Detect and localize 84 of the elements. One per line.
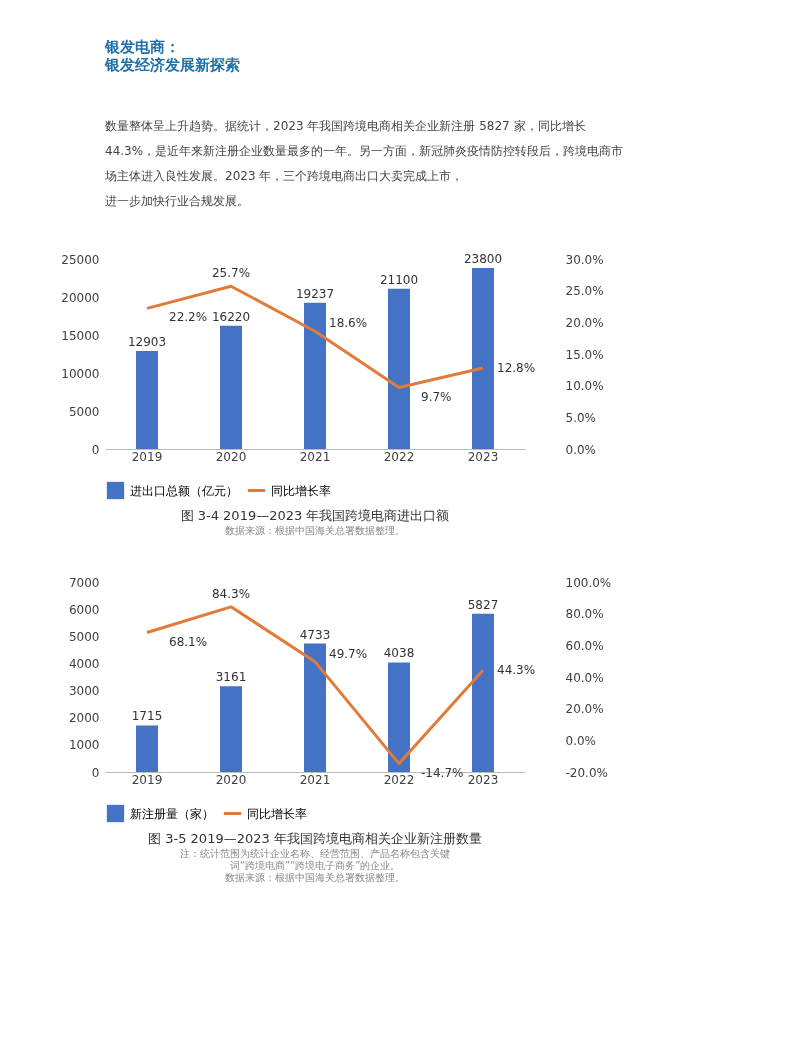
data-label: 1715 xyxy=(131,709,163,724)
data-label: 12903 xyxy=(127,334,167,349)
bar xyxy=(220,325,242,449)
y2-tick-label: 40.0% xyxy=(565,670,604,685)
x-tick-label: 2023 xyxy=(467,772,499,787)
y-tick-label: 3000 xyxy=(68,684,100,699)
y-tick-label: 15000 xyxy=(61,328,100,343)
source-note: 数据来源：根据中国海关总署数据整理。 xyxy=(225,525,405,536)
y2-tick-label: 20.0% xyxy=(565,702,604,717)
y2-tick-label: 30.0% xyxy=(565,252,604,267)
text: 进一步加快行业合规发展。 xyxy=(105,193,249,208)
text: 场主体进入良性发展。2023 年，三个跨境电商出口大卖完成上市， xyxy=(104,168,464,183)
x-tick-label: 2022 xyxy=(383,449,415,464)
y2-tick-label: 0.0% xyxy=(565,733,596,748)
text: 44.3%，是近年来新注册企业数量最多的一年。另一方面，新冠肺炎疫情防控转段后，跨境电商市 xyxy=(105,143,624,158)
x-tick-label: 2019 xyxy=(131,772,163,787)
y2-tick-label: 20.0% xyxy=(565,315,604,330)
legend-label: 同比增长率 xyxy=(247,806,307,821)
y-tick-label: 20000 xyxy=(61,290,100,305)
y-tick-label: 0 xyxy=(91,765,100,780)
y2-tick-label: 100.0% xyxy=(565,575,612,590)
data-label: 44.3% xyxy=(497,663,536,678)
bar xyxy=(220,686,242,772)
y2-tick-label: 10.0% xyxy=(565,379,604,394)
bar xyxy=(304,643,326,772)
x-tick-label: 2023 xyxy=(467,449,499,464)
y2-tick-label: 0.0% xyxy=(565,442,596,457)
y-tick-label: 4000 xyxy=(68,656,100,671)
text: 图 3-5 2019—2023 年我国跨境电商相关企业新注册数量 xyxy=(148,831,482,846)
bar xyxy=(472,613,494,772)
x-tick-label: 2021 xyxy=(299,772,331,787)
y-tick-label: 5000 xyxy=(68,629,100,644)
data-label: 18.6% xyxy=(329,316,368,331)
bar xyxy=(304,302,326,449)
x-tick-label: 2022 xyxy=(383,772,415,787)
data-label: 16220 xyxy=(211,309,251,324)
y-tick-label: 2000 xyxy=(68,711,100,726)
data-label: 9.7% xyxy=(421,389,452,404)
text: 图 3-4 2019—2023 年我国跨境电商进出口额 xyxy=(180,508,450,523)
x-tick-label: 2021 xyxy=(299,449,331,464)
data-label: 4038 xyxy=(383,646,415,661)
text: 注：统计范围为统计企业名称、经营范围、产品名称包含关键 xyxy=(180,848,450,859)
y-tick-label: 6000 xyxy=(68,602,100,617)
legend-label: 进出口总额（亿元） xyxy=(130,483,238,498)
data-label: 23800 xyxy=(463,252,503,267)
data-label: 49.7% xyxy=(329,646,368,661)
text: 银发电商： xyxy=(104,38,180,56)
bar xyxy=(136,725,158,772)
bar xyxy=(472,268,494,449)
y2-tick-label: 15.0% xyxy=(565,347,604,362)
y-tick-label: 10000 xyxy=(61,366,100,381)
legend-label: 同比增长率 xyxy=(271,483,331,498)
bar xyxy=(136,350,158,449)
data-label: 84.3% xyxy=(211,586,251,601)
text: 数量整体呈上升趋势。据统计，2023 年我国跨境电商相关企业新注册 5827 家，同比增长 xyxy=(105,118,586,133)
y2-tick-label: 80.0% xyxy=(565,607,604,622)
data-label: 4733 xyxy=(299,627,331,642)
bar xyxy=(388,662,410,772)
text: 银发经济发展新探索 xyxy=(104,56,240,74)
data-label: 68.1% xyxy=(169,634,208,649)
data-label: -14.7% xyxy=(421,765,464,780)
bar xyxy=(388,288,410,449)
y-tick-label: 1000 xyxy=(68,738,100,753)
x-tick-label: 2020 xyxy=(215,772,247,787)
data-label: 19237 xyxy=(295,286,335,301)
data-label: 5827 xyxy=(467,597,499,612)
data-label: 22.2% xyxy=(169,310,208,325)
y2-tick-label: 60.0% xyxy=(565,638,604,653)
legend-label: 新注册量（家） xyxy=(130,806,214,821)
y-tick-label: 0 xyxy=(91,442,100,457)
y-tick-label: 7000 xyxy=(68,575,100,590)
data-label: 21100 xyxy=(379,272,419,287)
data-label: 25.7% xyxy=(211,266,251,281)
x-tick-label: 2020 xyxy=(215,449,247,464)
data-label: 12.8% xyxy=(497,360,536,375)
y-tick-label: 25000 xyxy=(61,252,100,267)
x-tick-label: 2019 xyxy=(131,449,163,464)
y2-tick-label: 25.0% xyxy=(565,284,604,299)
y2-tick-label: -20.0% xyxy=(565,765,608,780)
text: 词“跨境电商”“跨境电子商务”的企业。 xyxy=(229,860,401,871)
y-tick-label: 5000 xyxy=(68,404,100,419)
data-label: 3161 xyxy=(215,670,247,685)
source-note: 数据来源：根据中国海关总署数据整理。 xyxy=(225,872,405,883)
y2-tick-label: 5.0% xyxy=(565,410,596,425)
